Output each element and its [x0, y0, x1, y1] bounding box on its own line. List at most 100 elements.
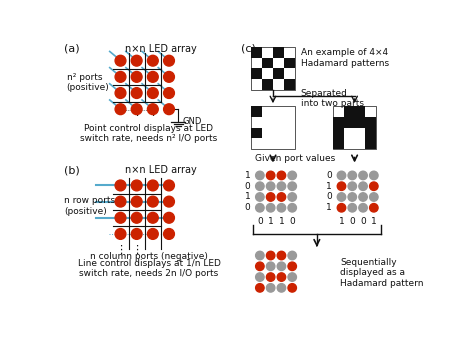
Circle shape [370, 203, 378, 212]
Circle shape [255, 203, 264, 212]
Bar [251, 68, 262, 79]
Text: 0: 0 [289, 217, 295, 226]
Bar [284, 47, 294, 58]
Bar [365, 128, 376, 138]
Circle shape [255, 262, 264, 271]
Circle shape [131, 72, 142, 82]
Circle shape [370, 193, 378, 201]
Circle shape [348, 171, 356, 180]
Bar [262, 117, 273, 128]
Circle shape [359, 182, 367, 191]
Text: 0: 0 [245, 203, 250, 212]
Text: 0: 0 [360, 217, 366, 226]
Circle shape [147, 180, 158, 191]
Bar [284, 79, 294, 90]
Bar [251, 128, 262, 138]
Text: ⋮: ⋮ [131, 106, 142, 117]
Text: 0: 0 [326, 193, 332, 201]
Bar [262, 138, 273, 149]
Text: n row ports
(positive): n row ports (positive) [64, 196, 115, 216]
Bar [355, 138, 365, 149]
Circle shape [266, 251, 275, 260]
Text: n×n LED array: n×n LED array [125, 44, 196, 54]
Circle shape [147, 72, 158, 82]
Bar [273, 138, 284, 149]
Circle shape [147, 88, 158, 98]
Circle shape [359, 193, 367, 201]
Bar [262, 79, 273, 90]
Circle shape [288, 273, 296, 281]
Bar [344, 138, 355, 149]
Bar [251, 47, 262, 58]
Circle shape [131, 180, 142, 191]
Bar [284, 106, 294, 117]
Text: ...: ... [166, 180, 175, 191]
Bar [333, 117, 344, 128]
Text: 1: 1 [245, 193, 250, 201]
Circle shape [277, 284, 286, 292]
Bar [284, 58, 294, 68]
Circle shape [115, 228, 126, 239]
Circle shape [370, 182, 378, 191]
Circle shape [164, 72, 174, 82]
Bar [333, 106, 344, 117]
Text: n² ports
(positive): n² ports (positive) [66, 73, 109, 93]
Text: Line control displays at 1/n LED
switch rate, needs 2n I/O ports: Line control displays at 1/n LED switch … [78, 259, 220, 278]
Circle shape [266, 193, 275, 201]
Text: 1: 1 [338, 217, 344, 226]
Text: 1: 1 [268, 217, 273, 226]
Circle shape [164, 180, 174, 191]
Bar [251, 58, 262, 68]
Circle shape [164, 213, 174, 223]
Bar [333, 138, 344, 149]
Circle shape [266, 273, 275, 281]
Bar [273, 128, 284, 138]
Bar [284, 68, 294, 79]
Circle shape [277, 273, 286, 281]
Circle shape [288, 284, 296, 292]
Bar [262, 47, 273, 58]
Circle shape [147, 213, 158, 223]
Circle shape [255, 193, 264, 201]
Bar [355, 128, 365, 138]
Circle shape [164, 104, 174, 115]
Circle shape [255, 251, 264, 260]
Circle shape [115, 196, 126, 207]
Circle shape [288, 171, 296, 180]
Text: Given port values: Given port values [255, 154, 336, 163]
Circle shape [348, 203, 356, 212]
Bar [273, 79, 284, 90]
Text: 1: 1 [371, 217, 377, 226]
Circle shape [288, 251, 296, 260]
Text: 1: 1 [326, 203, 332, 212]
Text: Sequentially
displayed as a
Hadamard pattern: Sequentially displayed as a Hadamard pat… [340, 258, 423, 287]
Text: (b): (b) [64, 165, 80, 175]
Bar [251, 79, 262, 90]
Circle shape [337, 203, 346, 212]
Circle shape [164, 196, 174, 207]
Circle shape [266, 262, 275, 271]
Circle shape [131, 88, 142, 98]
Circle shape [266, 203, 275, 212]
Text: GND: GND [183, 117, 202, 126]
Circle shape [164, 88, 174, 98]
Circle shape [115, 55, 126, 66]
Circle shape [147, 228, 158, 239]
Circle shape [337, 193, 346, 201]
Circle shape [288, 262, 296, 271]
Bar [365, 106, 376, 117]
Text: 1: 1 [245, 171, 250, 180]
Circle shape [115, 213, 126, 223]
Circle shape [348, 193, 356, 201]
Circle shape [277, 251, 286, 260]
Bar [284, 128, 294, 138]
Text: Separated
into two parts: Separated into two parts [301, 89, 364, 108]
Bar [365, 138, 376, 149]
Bar [262, 128, 273, 138]
Bar [273, 47, 284, 58]
Circle shape [359, 171, 367, 180]
Circle shape [277, 193, 286, 201]
Bar [284, 138, 294, 149]
Circle shape [288, 193, 296, 201]
Text: ⋮: ⋮ [131, 245, 142, 255]
